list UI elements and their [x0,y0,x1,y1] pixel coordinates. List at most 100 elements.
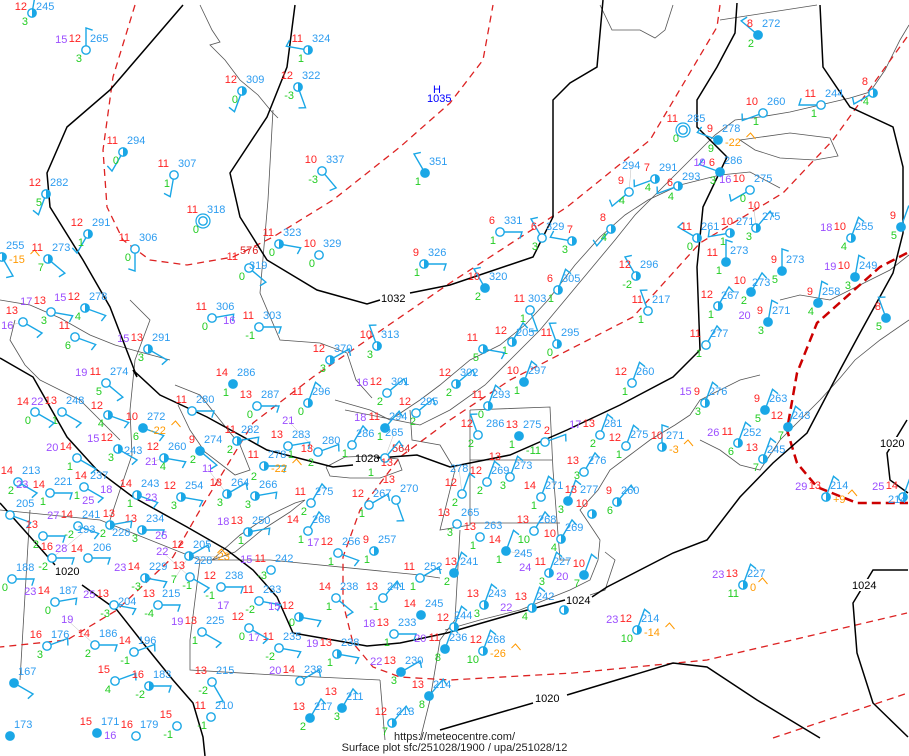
station-plot[interactable]: 13 2 217 [293,697,333,733]
station-plot[interactable]: 10 1 297 [507,360,547,397]
station-plot[interactable]: 12 2 278 [445,463,476,509]
station-plot[interactable]: 11 0 306 [119,232,158,272]
station-plot[interactable]: 9 2 274 [189,434,222,470]
station-plot[interactable]: 10 1 271 [707,216,754,248]
station-plot[interactable]: 915 3 276 [679,381,727,418]
station-plot[interactable]: 11 0 293 [472,384,511,421]
station-plot[interactable]: 255-15 [0,240,40,279]
station-plot[interactable]: 13 2 241 [444,551,478,588]
station-plot[interactable]: 13 -4 215 [143,588,181,620]
station-plot[interactable]: 9 5 263 [754,388,787,425]
station-plot[interactable]: 0 188 [2,562,35,594]
station-plot[interactable]: 13 3 265 [438,507,480,539]
station-plot[interactable]: 14 1 238 [319,581,359,617]
station-plot[interactable]: 12 1 205 [495,321,535,357]
station-plot[interactable]: 12 -1 238 [204,570,244,602]
station-plot[interactable]: 12 4 [91,400,130,430]
station-plot[interactable]: 14 1 286 [216,367,256,399]
station-plot[interactable]: 11 5 [467,332,506,364]
station-plot[interactable]: 11 0 261 [676,221,719,253]
station-plot[interactable]: 13 1 275 [506,419,542,451]
station-plot[interactable]: 11 -2 233 [243,584,282,616]
station-plot[interactable]: 11 2 282 [225,424,260,456]
station-plot[interactable]: 1 351 [412,151,447,188]
station-plot[interactable]: 15 -1 [160,709,182,741]
station-plot[interactable]: 10 1 260 [741,96,785,128]
station-plot[interactable]: 205 [5,498,35,529]
station-plot[interactable]: 9 9 278 -22 [696,123,756,155]
station-plot[interactable]: 7 4 291 [633,162,677,194]
station-plot[interactable]: 14 28 206 [55,542,111,565]
station-plot[interactable]: 84 [592,212,616,248]
station-plot[interactable]: 10 3 275 [746,200,780,243]
station-plot[interactable]: 6 1 305 [547,268,580,305]
station-plot[interactable]: 173 [5,719,33,741]
station-plot[interactable]: 12 -2 296 [619,254,659,291]
station-plot[interactable]: 110 319 [227,251,268,287]
station-plot[interactable]: 133 277 [558,479,598,516]
station-plot[interactable]: 11 -1 210 [195,700,234,732]
station-plot[interactable]: 16 -2 183 [132,669,172,701]
station-plot[interactable]: 12 5 282 [29,177,69,216]
station-plot[interactable]: 12 1 267 [352,488,392,520]
station-plot[interactable]: 11 7 273 [32,242,71,278]
station-plot[interactable]: 12 2 269 [470,460,510,497]
station-plot[interactable]: 10 2 273 [734,271,771,307]
station-plot[interactable]: 13 1 263 [464,520,503,552]
station-plot[interactable]: 95 [890,205,909,242]
station-plot[interactable]: 12 2 286 [461,413,505,450]
station-plot[interactable]: 10 3 313 [360,324,400,361]
station-plot[interactable]: 15 4 [98,664,137,696]
station-plot[interactable]: 10 [576,498,597,519]
station-plot[interactable]: 11 6 [59,320,97,352]
station-plot[interactable] [559,605,569,615]
station-plot[interactable]: 14 18 1 243 [100,478,159,510]
station-plot[interactable]: 85 [875,296,891,333]
station-plot[interactable]: 6 3 329 [529,216,564,253]
station-plot[interactable]: 11 0 295 [541,322,580,359]
station-plot[interactable]: 13 3 211 [325,686,364,723]
station-plot[interactable]: 11 0 318 [187,204,226,236]
station-plot[interactable]: 11 0 285 [667,113,706,145]
station-plot[interactable]: 11 24 3 227 [519,551,571,588]
station-plot[interactable]: 13 0 287 [240,389,280,421]
station-plot[interactable]: 14 1 237 [74,470,108,504]
station-plot[interactable]: 13 7 245 [746,437,786,474]
station-plot[interactable]: 13 3 273 [489,451,533,492]
station-plot[interactable]: 16 16 179 [104,719,158,742]
station-plot[interactable]: 12 7 213 [375,704,415,738]
station-plot[interactable]: 14 1 268 [287,510,331,546]
station-plot[interactable]: 84 [851,76,878,108]
station-plot[interactable]: 13 3 243 [467,583,507,620]
station-plot[interactable]: 11 2 275 [295,482,334,518]
station-plot[interactable]: 9 6 260 [606,483,639,517]
station-plot[interactable]: 8 2 272 [739,16,780,50]
